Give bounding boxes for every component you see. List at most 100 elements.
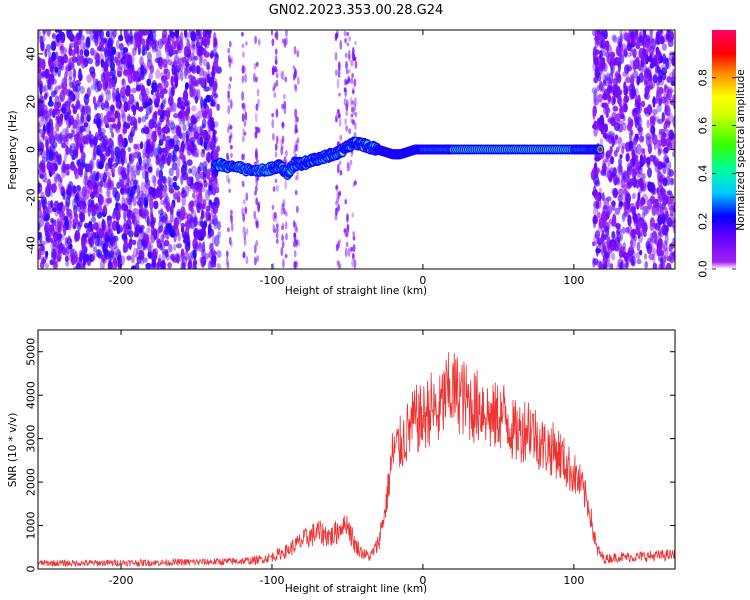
transition-streak <box>284 221 288 230</box>
noise-speckle-1 <box>649 232 653 243</box>
transition-streak <box>353 132 357 137</box>
noise-speckle-1 <box>616 35 622 46</box>
transition-streak <box>351 72 354 79</box>
noise-speckle-1 <box>639 65 644 71</box>
noise-speckle-0 <box>137 30 144 37</box>
noise-speckle-0 <box>191 43 196 54</box>
noise-speckle-1 <box>669 193 675 205</box>
transition-streak <box>244 111 248 121</box>
noise-speckle-0 <box>126 34 131 47</box>
noise-speckle-0 <box>179 104 186 111</box>
noise-speckle-0 <box>134 40 138 52</box>
noise-speckle-0 <box>207 151 211 164</box>
noise-speckle-0 <box>172 60 178 71</box>
noise-speckle-0 <box>72 185 77 195</box>
noise-speckle-1 <box>657 148 662 156</box>
transition-streak <box>343 228 347 233</box>
noise-speckle-0 <box>185 246 189 253</box>
transition-streak <box>254 256 257 266</box>
transition-streak <box>274 59 278 65</box>
noise-speckle-0 <box>200 150 206 158</box>
noise-speckle-1 <box>618 164 622 174</box>
noise-speckle-0 <box>210 207 216 219</box>
noise-speckle-1 <box>623 201 627 211</box>
transition-streak <box>348 128 351 135</box>
transition-streak <box>350 59 354 67</box>
noise-speckle-0 <box>128 198 132 206</box>
noise-speckle-0 <box>169 155 175 163</box>
noise-speckle-0 <box>72 108 78 115</box>
noise-speckle-0 <box>38 182 41 189</box>
transition-streak <box>241 103 245 109</box>
noise-speckle-0 <box>87 233 93 244</box>
noise-speckle-1 <box>614 70 621 78</box>
noise-speckle-0 <box>130 254 135 264</box>
noise-speckle-0 <box>193 81 198 87</box>
snr-series-line <box>38 352 675 568</box>
noise-speckle-1 <box>665 128 670 139</box>
noise-speckle-1 <box>663 123 667 130</box>
noise-speckle-0 <box>85 134 90 145</box>
noise-speckle-0 <box>116 121 122 130</box>
noise-speckle-0 <box>131 239 137 246</box>
noise-speckle-0 <box>217 231 221 239</box>
noise-speckle-1 <box>672 237 675 243</box>
noise-speckle-0 <box>179 109 186 120</box>
noise-speckle-1 <box>595 202 599 213</box>
noise-speckle-0 <box>196 30 202 36</box>
transition-streak <box>227 126 230 134</box>
noise-speckle-0 <box>73 232 79 243</box>
noise-speckle-0 <box>99 30 104 40</box>
noise-speckle-1 <box>603 197 610 210</box>
noise-speckle-0 <box>104 39 108 50</box>
noise-speckle-1 <box>658 263 663 269</box>
noise-speckle-0 <box>212 39 219 51</box>
noise-speckle-0 <box>72 222 77 230</box>
noise-speckle-0 <box>144 30 148 34</box>
transition-streak <box>225 256 229 266</box>
noise-speckle-1 <box>658 86 664 95</box>
noise-speckle-0 <box>157 178 163 186</box>
noise-speckle-1 <box>599 39 604 49</box>
noise-speckle-1 <box>638 177 644 188</box>
noise-speckle-0 <box>211 235 216 246</box>
noise-speckle-0 <box>182 90 189 102</box>
noise-speckle-0 <box>142 148 146 155</box>
noise-speckle-0 <box>69 162 76 171</box>
noise-speckle-1 <box>599 114 605 127</box>
noise-speckle-1 <box>633 235 638 242</box>
noise-speckle-0 <box>168 177 174 188</box>
transition-streak <box>346 42 350 47</box>
transition-streak <box>295 226 299 234</box>
noise-speckle-1 <box>616 94 622 105</box>
noise-speckle-1 <box>656 104 662 113</box>
noise-speckle-0 <box>108 162 113 170</box>
noise-speckle-1 <box>640 68 644 76</box>
noise-speckle-1 <box>639 249 643 256</box>
noise-speckle-0 <box>59 90 66 102</box>
noise-speckle-0 <box>143 126 150 135</box>
noise-speckle-0 <box>181 194 187 207</box>
transition-streak <box>282 198 286 208</box>
noise-speckle-1 <box>661 67 668 75</box>
noise-speckle-0 <box>201 248 205 260</box>
noise-speckle-0 <box>105 224 110 235</box>
noise-speckle-1 <box>635 251 641 259</box>
noise-speckle-0 <box>115 216 120 225</box>
noise-speckle-1 <box>672 224 675 234</box>
transition-streak <box>253 244 257 254</box>
noise-speckle-1 <box>664 103 668 113</box>
noise-speckle-0 <box>64 163 71 171</box>
noise-speckle-0 <box>180 222 186 228</box>
noise-speckle-0 <box>131 265 136 269</box>
noise-speckle-0 <box>118 133 123 144</box>
noise-speckle-1 <box>624 183 628 195</box>
transition-streak <box>230 152 233 158</box>
noise-speckle-0 <box>170 211 174 223</box>
colorbar-gradient <box>712 30 736 269</box>
transition-streak <box>228 123 231 130</box>
noise-speckle-0 <box>162 58 168 69</box>
noise-speckle-0 <box>53 234 58 241</box>
noise-speckle-0 <box>146 155 151 166</box>
noise-speckle-1 <box>663 255 667 266</box>
